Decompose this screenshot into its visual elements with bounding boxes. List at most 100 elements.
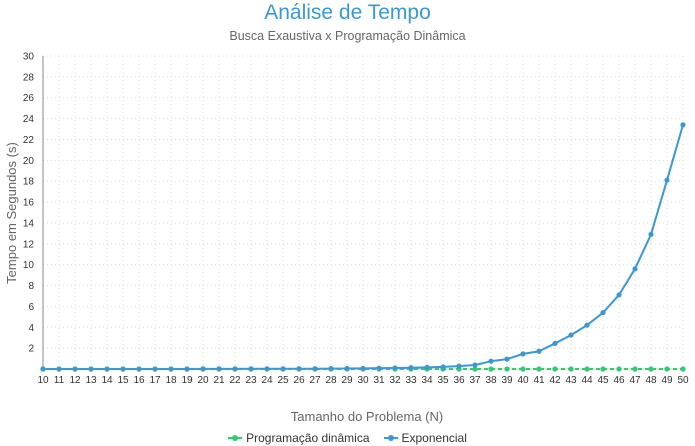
x-tick-label: 14 <box>101 375 113 386</box>
x-tick-label: 39 <box>501 375 513 386</box>
legend-marker-icon <box>228 433 243 443</box>
legend-label: Exponencial <box>401 431 467 445</box>
data-point-0 <box>616 366 622 372</box>
y-tick-label: 20 <box>23 156 35 167</box>
data-point-1 <box>88 366 94 372</box>
x-tick-label: 29 <box>341 375 353 386</box>
y-tick-label: 22 <box>23 135 35 146</box>
data-point-0 <box>664 366 670 372</box>
x-tick-label: 30 <box>357 375 369 386</box>
legend-marker-icon <box>383 433 398 443</box>
data-point-0 <box>600 366 606 372</box>
x-tick-label: 10 <box>37 375 49 386</box>
x-tick-label: 48 <box>645 375 657 386</box>
data-point-1 <box>632 266 638 272</box>
data-point-1 <box>216 366 222 372</box>
x-tick-label: 42 <box>549 375 561 386</box>
data-point-1 <box>408 365 414 371</box>
data-point-1 <box>456 363 462 369</box>
legend: Programação dinâmica Exponencial <box>0 431 695 445</box>
data-point-0 <box>520 366 526 372</box>
data-point-1 <box>344 365 350 372</box>
x-tick-label: 16 <box>133 375 145 386</box>
data-point-0 <box>488 366 494 372</box>
data-point-1 <box>360 365 366 371</box>
data-point-1 <box>312 366 318 372</box>
data-point-1 <box>536 348 542 354</box>
x-tick-label: 13 <box>85 375 97 386</box>
data-point-1 <box>136 366 142 372</box>
data-point-1 <box>488 358 494 364</box>
y-tick-label: 2 <box>28 344 34 355</box>
y-tick-label: 24 <box>23 114 35 125</box>
x-tick-label: 34 <box>421 375 433 386</box>
x-tick-label: 18 <box>165 375 177 386</box>
data-point-0 <box>568 366 574 372</box>
y-tick-label: 4 <box>28 323 34 334</box>
x-tick-label: 19 <box>181 375 193 386</box>
x-tick-label: 23 <box>245 375 257 386</box>
x-tick-label: 43 <box>565 375 577 386</box>
data-point-1 <box>152 366 158 372</box>
data-point-1 <box>440 364 446 370</box>
legend-item-programacao-dinamica[interactable]: Programação dinâmica <box>228 431 370 445</box>
data-point-1 <box>664 177 670 183</box>
y-axis-label: Tempo em Segundos (s) <box>4 142 19 284</box>
data-point-1 <box>376 365 382 371</box>
y-tick-label: 28 <box>23 72 35 83</box>
data-point-1 <box>168 366 174 372</box>
y-tick-label: 26 <box>23 93 35 104</box>
x-tick-label: 28 <box>325 375 337 386</box>
data-point-0 <box>536 366 542 372</box>
data-point-1 <box>200 366 206 372</box>
x-tick-label: 24 <box>261 375 273 386</box>
data-point-0 <box>680 366 686 372</box>
x-tick-label: 12 <box>69 375 81 386</box>
data-point-0 <box>648 366 654 372</box>
x-tick-label: 40 <box>517 375 529 386</box>
x-tick-label: 49 <box>661 375 673 386</box>
x-tick-label: 50 <box>677 375 689 386</box>
x-tick-label: 27 <box>309 375 321 386</box>
y-tick-label: 14 <box>23 218 35 229</box>
data-point-1 <box>600 310 606 316</box>
x-tick-label: 47 <box>629 375 641 386</box>
data-point-1 <box>120 366 126 372</box>
data-point-1 <box>248 366 254 372</box>
data-point-1 <box>264 366 270 372</box>
x-tick-label: 17 <box>149 375 161 386</box>
y-tick-label: 6 <box>28 302 34 313</box>
data-point-1 <box>232 366 238 372</box>
x-tick-label: 32 <box>389 375 401 386</box>
data-point-1 <box>584 322 590 328</box>
x-tick-label: 36 <box>453 375 465 386</box>
y-tick-label: 30 <box>23 52 35 63</box>
data-point-1 <box>648 231 654 238</box>
data-point-1 <box>680 122 686 128</box>
legend-label: Programação dinâmica <box>246 431 370 445</box>
y-tick-label: 18 <box>23 177 35 188</box>
x-tick-label: 33 <box>405 375 417 386</box>
legend-item-exponencial[interactable]: Exponencial <box>383 431 467 445</box>
x-tick-label: 46 <box>613 375 625 386</box>
chart-subtitle: Busca Exaustiva x Programação Dinâmica <box>229 29 466 43</box>
data-point-1 <box>472 362 478 368</box>
y-tick-label: 8 <box>28 281 34 292</box>
data-point-1 <box>520 351 526 357</box>
x-tick-label: 25 <box>277 375 289 386</box>
x-axis-label: Tamanho do Problema (N) <box>291 409 443 424</box>
data-point-0 <box>504 366 510 372</box>
x-tick-label: 35 <box>437 375 449 386</box>
data-point-1 <box>568 332 574 338</box>
x-tick-label: 26 <box>293 375 305 386</box>
data-point-1 <box>392 365 398 371</box>
grid-layer <box>42 55 684 369</box>
x-tick-label: 11 <box>54 375 65 386</box>
chart-title: Análise de Tempo <box>264 1 431 24</box>
x-tick-label: 37 <box>469 375 481 386</box>
x-tick-label: 22 <box>229 375 241 386</box>
data-point-1 <box>424 364 430 370</box>
series-layer <box>40 122 686 372</box>
